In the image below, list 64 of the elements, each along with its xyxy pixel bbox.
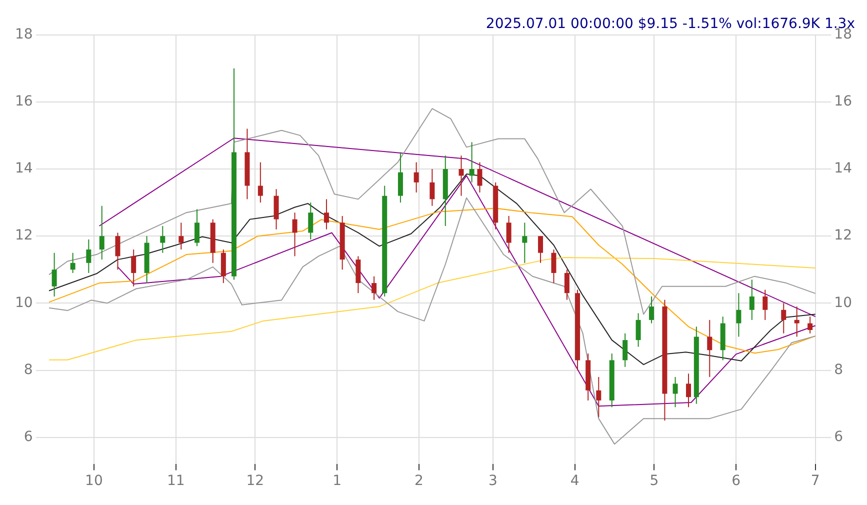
candlestick: [398, 152, 403, 204]
candlestick: [672, 376, 678, 408]
candlestick: [430, 168, 435, 206]
x-tick-label: 3: [488, 473, 498, 490]
x-tick-label: 6: [732, 473, 741, 490]
candlestick: [522, 222, 528, 264]
x-tick-label: 2: [414, 473, 424, 490]
x-tick-label: 4: [570, 473, 580, 490]
candlestick: [477, 162, 482, 193]
y2-tick-label: 10: [834, 294, 852, 311]
candlestick: [749, 279, 754, 320]
x-tick-label: 12: [246, 473, 264, 490]
candlestick: [686, 373, 691, 408]
candlestick: [794, 306, 800, 338]
candlestick: [99, 205, 104, 260]
y-tick-label: 16: [14, 94, 33, 110]
candlestick: [762, 289, 768, 320]
candlestick: [258, 162, 263, 204]
candlestick: [356, 256, 361, 294]
y2-tick-label: 14: [834, 160, 852, 177]
candlestick: [115, 232, 120, 270]
y2-tick-label: 12: [834, 228, 852, 244]
candlestick: [274, 188, 279, 230]
y-tick-label: 6: [24, 429, 33, 446]
candlestick: [308, 202, 314, 240]
candlestick: [324, 198, 329, 230]
candlestick: [551, 249, 556, 284]
y-tick-label: 18: [14, 26, 33, 42]
candlestick: [131, 249, 136, 287]
x-tick-label: 5: [650, 473, 659, 490]
candlestick: [52, 252, 57, 297]
candlestick: [178, 222, 184, 250]
x-tick-label: 10: [85, 473, 103, 490]
candlestick: [636, 312, 641, 348]
candlestick: [469, 142, 474, 183]
y2-tick-label: 8: [834, 362, 844, 378]
y-tick-label: 12: [14, 228, 33, 244]
candlestick: [707, 319, 712, 378]
x-tick-label: 1: [332, 473, 342, 490]
x-tick-label: 11: [166, 473, 185, 490]
candlestick: [372, 276, 377, 300]
candlestick: [649, 296, 654, 324]
candlestick: [292, 212, 298, 257]
candlestick: [160, 226, 166, 254]
y-tick-label: 8: [24, 362, 33, 378]
y-tick-label: 14: [14, 160, 33, 177]
candlestick: [86, 238, 92, 274]
candlestick: [538, 236, 544, 264]
candlestick: [596, 376, 602, 418]
candlestick: [220, 249, 226, 284]
candlestick: [564, 269, 570, 300]
y2-tick-label: 6: [834, 429, 844, 446]
x-tick-label: 7: [810, 473, 820, 490]
candlestick: [781, 302, 786, 334]
candlestick: [736, 292, 742, 338]
candlestick: [458, 155, 464, 196]
candlestick: [414, 162, 419, 193]
candlestick: [506, 215, 512, 254]
y-tick-label: 10: [14, 294, 33, 311]
candlestick: [70, 252, 76, 274]
candlestick: [622, 332, 628, 368]
candlestick: [194, 208, 200, 247]
y2-tick-label: 16: [834, 94, 852, 110]
candlestick: [808, 316, 813, 334]
